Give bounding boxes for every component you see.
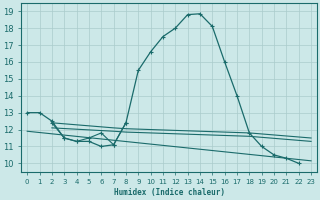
X-axis label: Humidex (Indice chaleur): Humidex (Indice chaleur) [114,188,225,197]
